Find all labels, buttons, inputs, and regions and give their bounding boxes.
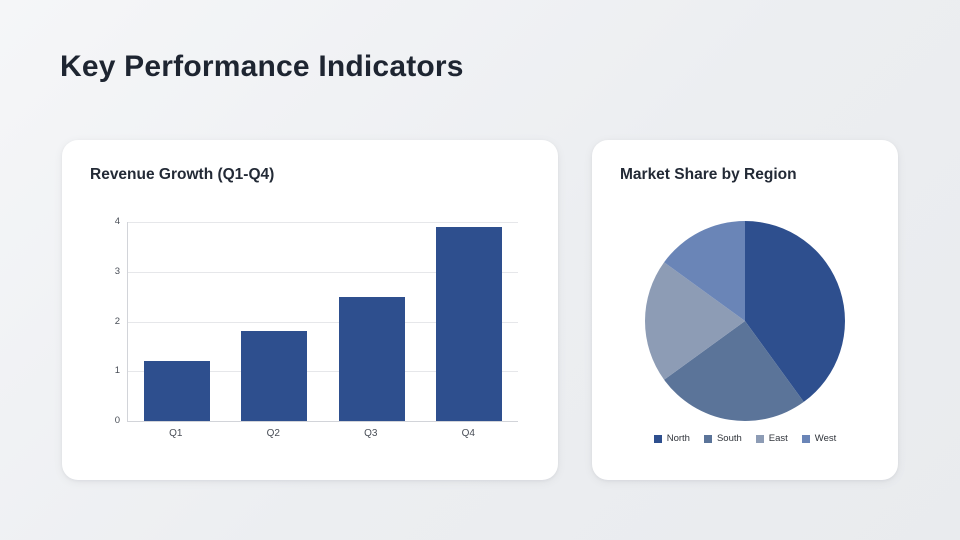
- pie-slice-north: [745, 221, 845, 402]
- x-axis-tick-label: Q3: [364, 428, 378, 439]
- market-share-pie-chart: [645, 221, 845, 421]
- legend-swatch-west: [801, 434, 810, 443]
- pie-slice-south: [664, 321, 804, 421]
- x-axis-tick-label: Q2: [266, 428, 280, 439]
- market-share-card: Market Share by Region North South East Wes…: [592, 140, 898, 480]
- bar-q2: [241, 331, 308, 421]
- x-axis-labels: Q1 Q2 Q3 Q4: [127, 428, 517, 439]
- y-axis-tick-label: 0: [114, 415, 120, 426]
- y-axis-tick-label: 2: [114, 315, 120, 327]
- legend-swatch-south: [703, 434, 712, 443]
- legend-item-west: West: [801, 433, 837, 444]
- pie-svg: [645, 221, 845, 421]
- gridline: [128, 271, 518, 273]
- bar-plot-area: [127, 222, 518, 422]
- y-axis-tick-label: 4: [114, 216, 120, 227]
- legend-item-east: East: [755, 433, 788, 444]
- page-title: Key Performance Indicators: [60, 50, 464, 83]
- x-axis-tick-label: Q4: [461, 428, 475, 439]
- bars-group: [128, 222, 518, 421]
- pie-legend: North South East West: [592, 433, 898, 444]
- bar-chart-title: Revenue Growth (Q1-Q4): [90, 166, 275, 183]
- y-axis-tick-label: 1: [114, 365, 120, 377]
- y-axis-tick-label: 3: [114, 265, 120, 277]
- legend-swatch-north: [653, 434, 662, 443]
- pie-slice-east: [645, 262, 745, 380]
- legend-swatch-east: [755, 434, 764, 443]
- legend-label-east: East: [768, 433, 788, 444]
- pie-chart-title: Market Share by Region: [620, 166, 797, 183]
- pie-slice-west: [664, 221, 745, 321]
- gridline: [128, 321, 518, 323]
- bar-q4: [436, 227, 503, 421]
- legend-item-south: South: [703, 433, 742, 444]
- legend-item-north: North: [653, 433, 690, 444]
- bar-q3: [338, 297, 405, 421]
- revenue-growth-card: Revenue Growth (Q1-Q4) 0 1 2 3 4 Q1 Q2 Q3 Q4: [62, 140, 558, 480]
- legend-label-south: South: [716, 433, 742, 444]
- gridline: [128, 371, 518, 373]
- revenue-bar-chart: 0 1 2 3 4 Q1 Q2 Q3 Q4: [80, 214, 540, 454]
- legend-label-north: North: [666, 433, 690, 444]
- x-axis-tick-label: Q1: [169, 428, 183, 439]
- gridline: [128, 222, 518, 223]
- bar-q1: [143, 361, 210, 421]
- legend-label-west: West: [814, 433, 837, 444]
